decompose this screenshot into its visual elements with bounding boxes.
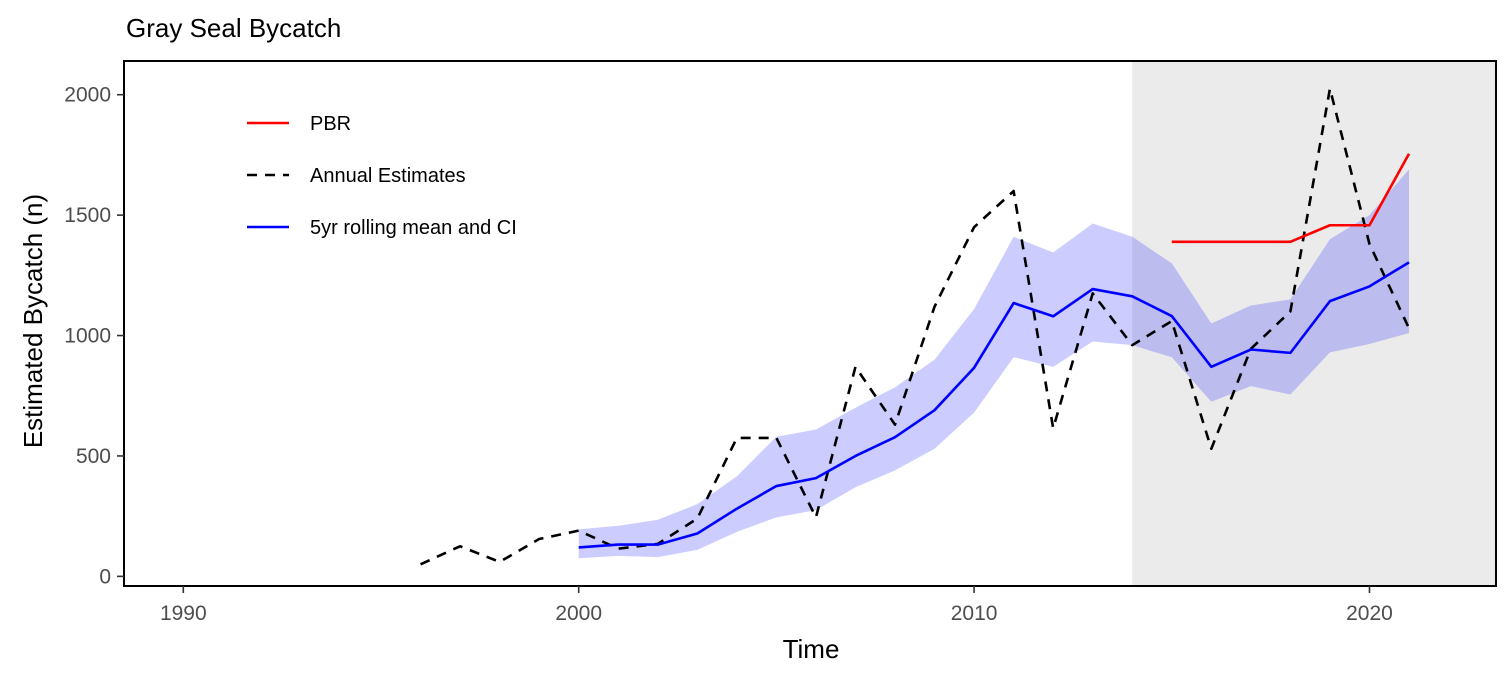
x-tick-label: 2020	[1346, 602, 1393, 625]
legend-pbr-label: PBR	[310, 113, 351, 135]
y-tick-label: 500	[76, 445, 111, 468]
x-tick-label: 2010	[951, 602, 998, 625]
y-tick-label: 1000	[64, 325, 111, 348]
ci-band	[578, 169, 1410, 559]
series-line-annual-estimates	[420, 87, 1411, 566]
legend-5yr-rolling-mean-and-ci-label: 5yr rolling mean and CI	[310, 217, 517, 239]
x-tick-label: 1990	[160, 602, 207, 625]
y-tick-label: 0	[99, 565, 111, 588]
legend-annual-estimates-label: Annual Estimates	[310, 165, 466, 187]
y-tick-label: 2000	[64, 84, 111, 107]
x-axis-label: Time	[783, 634, 840, 664]
series-line-5yr-rolling-mean-and-ci	[578, 261, 1410, 549]
x-tick-label: 2000	[555, 602, 602, 625]
y-tick-label: 1500	[64, 204, 111, 227]
chart-title: Gray Seal Bycatch	[126, 13, 342, 43]
y-axis-label: Estimated Bycatch (n)	[18, 194, 48, 448]
plot-panel-border	[123, 60, 1497, 587]
series-line-pbr	[1171, 153, 1411, 244]
